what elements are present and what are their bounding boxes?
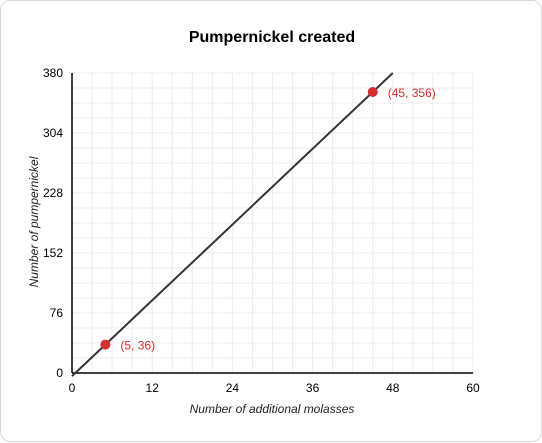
y-tick-labels: 0 76 152 228 304 380	[43, 66, 63, 380]
data-point	[367, 86, 378, 97]
x-tick-label: 60	[466, 381, 480, 395]
y-tick-label: 380	[43, 66, 63, 80]
x-tick-label: 36	[306, 381, 320, 395]
y-tick-label: 152	[43, 246, 63, 260]
x-tick-label: 24	[226, 381, 240, 395]
axes	[71, 73, 473, 374]
x-tick-label: 12	[146, 381, 160, 395]
x-axis-label: Number of additional molasses	[190, 402, 355, 416]
y-axis-label: Number of pumpernickel	[27, 156, 41, 287]
data-points: (5, 36) (45, 356)	[100, 86, 436, 353]
y-tick-label: 76	[50, 306, 64, 320]
series-line	[71, 72, 394, 377]
x-tick-label: 0	[69, 381, 76, 395]
x-tick-label: 48	[386, 381, 400, 395]
y-tick-label: 304	[43, 126, 63, 140]
chart-title: Pumpernickel created	[189, 29, 355, 46]
x-tick-labels: 0 12 24 36 48 60	[69, 381, 480, 395]
y-tick-label: 0	[56, 366, 63, 380]
series-layer	[71, 72, 394, 377]
data-point	[100, 339, 111, 350]
data-point-label: (45, 356)	[388, 86, 436, 100]
y-tick-label: 228	[43, 186, 63, 200]
grid-lines	[72, 72, 474, 373]
data-point-label: (5, 36)	[120, 339, 155, 353]
